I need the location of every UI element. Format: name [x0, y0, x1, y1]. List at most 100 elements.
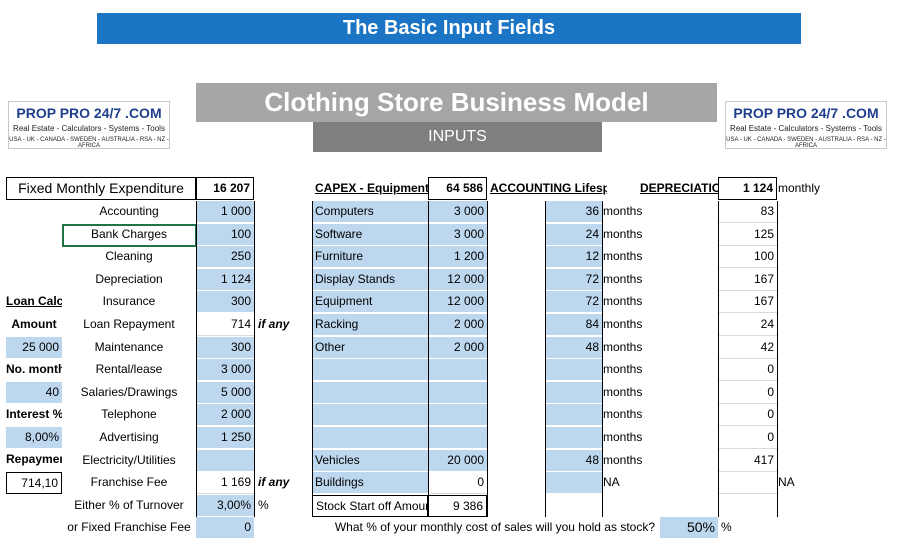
logo-left: PROP PRO 24/7 .COM Real Estate - Calcula…: [8, 101, 170, 149]
capex-item-input[interactable]: Racking: [312, 314, 428, 336]
lifespan-input[interactable]: 72: [545, 291, 602, 313]
column-border: [428, 201, 429, 517]
capex-item-input[interactable]: [312, 404, 428, 426]
column-border: [312, 201, 313, 517]
page-title: Clothing Store Business Model: [196, 83, 717, 122]
depreciation-value: 0: [718, 359, 777, 381]
capex-value-input[interactable]: 12 000: [428, 291, 487, 313]
expense-label: Accounting: [99, 204, 159, 218]
capex-header: CAPEX - Equipment/stoc: [315, 181, 428, 195]
lifespan-input[interactable]: [545, 359, 602, 381]
stock-percent-input[interactable]: 50%: [660, 517, 718, 539]
lifespan-unit: months: [603, 385, 643, 399]
expense-value-input[interactable]: 0: [196, 517, 254, 539]
expense-value-input[interactable]: [196, 450, 254, 472]
lifespan-input[interactable]: 84: [545, 314, 602, 336]
loan-repayment-label: Repayment: [6, 452, 62, 466]
expense-note: %: [258, 498, 269, 512]
capex-value-input[interactable]: 3 000: [428, 224, 487, 246]
lifespan-input[interactable]: [545, 404, 602, 426]
lifespan-header: ACCOUNTING Lifespan: [490, 181, 607, 195]
expense-value-input[interactable]: 100: [196, 224, 254, 246]
depreciation-header: DEPRECIATION: [640, 181, 718, 195]
expense-value-input[interactable]: 1 124: [196, 269, 254, 291]
selected-cell-outline[interactable]: [62, 224, 197, 247]
lifespan-input[interactable]: 48: [545, 337, 602, 359]
capex-value-input[interactable]: 12 000: [428, 269, 487, 291]
capex-value-input[interactable]: 1 200: [428, 246, 487, 268]
loan-amount-label: Amount: [11, 317, 57, 331]
depreciation-total: 1 124: [718, 177, 777, 200]
lifespan-unit: months: [603, 249, 643, 263]
capex-item-input[interactable]: [312, 427, 428, 449]
lifespan-unit: months: [603, 204, 643, 218]
capex-item-input[interactable]: [312, 359, 428, 381]
expense-value-input[interactable]: 714: [196, 314, 254, 336]
capex-item-input[interactable]: Buildings: [312, 472, 428, 494]
lifespan-unit: months: [603, 317, 643, 331]
depreciation-value: 167: [718, 269, 777, 291]
capex-value-input[interactable]: 0: [428, 472, 487, 494]
expense-value-input[interactable]: 1 169: [196, 472, 254, 494]
stock-question: What % of your monthly cost of sales wil…: [334, 520, 655, 534]
capex-value-input[interactable]: 2 000: [428, 314, 487, 336]
loan-repayment-value: 714,10: [6, 472, 62, 494]
depreciation-value: 167: [718, 291, 777, 313]
expense-value-input[interactable]: 3 000: [196, 359, 254, 381]
lifespan-input[interactable]: [545, 382, 602, 404]
capex-value-input[interactable]: 2 000: [428, 337, 487, 359]
lifespan-unit: months: [603, 362, 643, 376]
lifespan-input[interactable]: 72: [545, 269, 602, 291]
column-border: [545, 201, 546, 517]
depreciation-value: 24: [718, 314, 777, 336]
lifespan-unit: months: [603, 272, 643, 286]
capex-item-input[interactable]: Equipment: [312, 291, 428, 313]
capex-item-input[interactable]: Software: [312, 224, 428, 246]
capex-item-input[interactable]: Display Stands: [312, 269, 428, 291]
capex-value-input[interactable]: [428, 427, 487, 449]
lifespan-input[interactable]: [545, 472, 602, 494]
lifespan-input[interactable]: 12: [545, 246, 602, 268]
capex-value-input[interactable]: 3 000: [428, 201, 487, 223]
lifespan-input[interactable]: [545, 427, 602, 449]
capex-value-input[interactable]: [428, 382, 487, 404]
lifespan-unit: months: [603, 294, 643, 308]
expense-note: if any: [258, 317, 290, 331]
capex-stock-value: 9 386: [428, 495, 487, 517]
expense-value-input[interactable]: 2 000: [196, 404, 254, 426]
expense-value-input[interactable]: 300: [196, 337, 254, 359]
page-subtitle: INPUTS: [313, 122, 602, 152]
depreciation-value: 0: [718, 427, 777, 449]
capex-stock-label: Stock Start off Amount: [312, 495, 428, 517]
capex-item-input[interactable]: Other: [312, 337, 428, 359]
lifespan-input[interactable]: 48: [545, 450, 602, 472]
capex-item-input[interactable]: Furniture: [312, 246, 428, 268]
lifespan-input[interactable]: 24: [545, 224, 602, 246]
column-border: [487, 201, 488, 517]
capex-value-input[interactable]: [428, 359, 487, 381]
capex-item-input[interactable]: [312, 382, 428, 404]
capex-item-input[interactable]: Computers: [312, 201, 428, 223]
loan-months-input[interactable]: 40: [6, 382, 62, 404]
lifespan-unit: months: [603, 407, 643, 421]
expense-note: if any: [258, 475, 290, 489]
logo-title: PROP PRO 24/7 .COM: [16, 105, 162, 121]
depreciation-value: 83: [718, 201, 777, 223]
loan-interest-input[interactable]: 8,00%: [6, 427, 62, 449]
lifespan-unit: months: [603, 430, 643, 444]
expense-value-input[interactable]: 1 000: [196, 201, 254, 223]
expense-value-input[interactable]: 300: [196, 291, 254, 313]
capex-value-input[interactable]: 20 000: [428, 450, 487, 472]
loan-amount-input[interactable]: 25 000: [6, 337, 62, 359]
lifespan-input[interactable]: 36: [545, 201, 602, 223]
expense-value-input[interactable]: 3,00%: [196, 495, 254, 517]
capex-value-input[interactable]: [428, 404, 487, 426]
depreciation-value: 0: [718, 382, 777, 404]
expense-value-input[interactable]: 1 250: [196, 427, 254, 449]
expense-value-input[interactable]: 250: [196, 246, 254, 268]
expense-label: Bank Charges: [90, 227, 168, 241]
capex-item-input[interactable]: Vehicles: [312, 450, 428, 472]
expense-value-input[interactable]: 5 000: [196, 382, 254, 404]
expense-label: Insurance: [102, 294, 156, 308]
expenditure-header: Fixed Monthly Expenditure: [6, 177, 196, 200]
